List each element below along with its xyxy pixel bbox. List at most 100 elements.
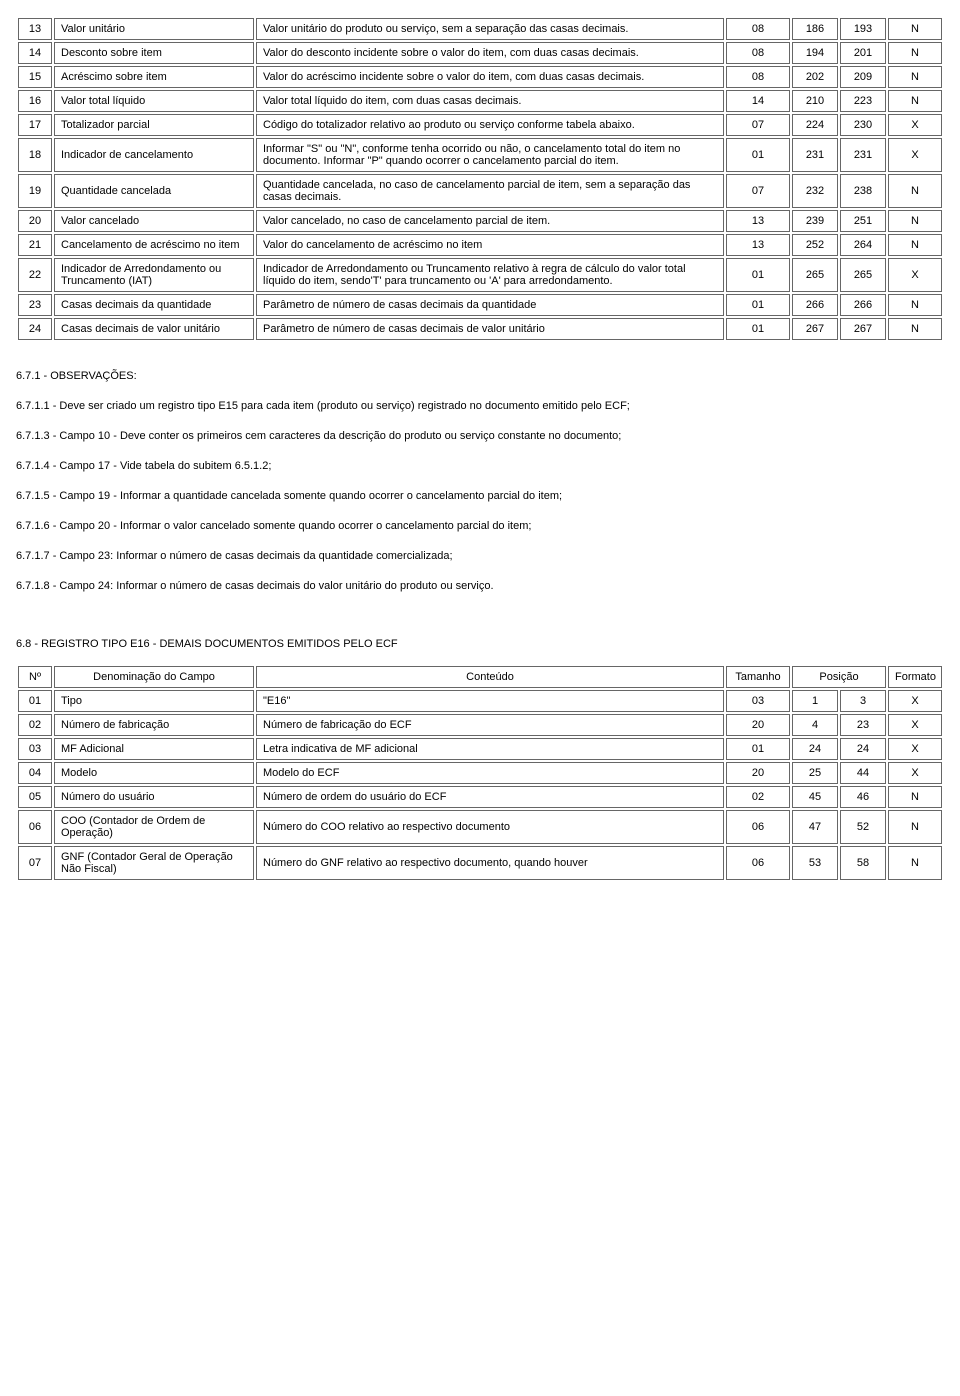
table-cell: N — [888, 234, 942, 256]
table-cell: 267 — [792, 318, 838, 340]
table-cell: 265 — [792, 258, 838, 292]
table-cell: Acréscimo sobre item — [54, 66, 254, 88]
table-cell: N — [888, 42, 942, 64]
table-cell: N — [888, 90, 942, 112]
table-cell: 210 — [792, 90, 838, 112]
table-cell: 04 — [18, 762, 52, 784]
table-cell: 266 — [840, 294, 886, 316]
table-cell: 06 — [726, 846, 790, 880]
table-cell: Número do COO relativo ao respectivo doc… — [256, 810, 724, 844]
table-cell: 202 — [792, 66, 838, 88]
table-cell: 07 — [726, 174, 790, 208]
observation-item: 6.7.1.4 - Campo 17 - Vide tabela do subi… — [16, 460, 944, 472]
table-cell: 14 — [18, 42, 52, 64]
table-cell: Valor do acréscimo incidente sobre o val… — [256, 66, 724, 88]
observation-item: 6.7.1.8 - Campo 24: Informar o número de… — [16, 580, 944, 592]
table-cell: Modelo — [54, 762, 254, 784]
table-row: 04ModeloModelo do ECF202544X — [18, 762, 942, 784]
table-row: 03MF AdicionalLetra indicativa de MF adi… — [18, 738, 942, 760]
table-row: 22Indicador de Arredondamento ou Truncam… — [18, 258, 942, 292]
table-cell: 20 — [18, 210, 52, 232]
observation-item: 6.7.1.6 - Campo 20 - Informar o valor ca… — [16, 520, 944, 532]
section-e16-title: 6.8 - REGISTRO TIPO E16 - DEMAIS DOCUMEN… — [16, 638, 944, 650]
table-cell: 231 — [792, 138, 838, 172]
table-cell: 267 — [840, 318, 886, 340]
table-cell: Valor unitário do produto ou serviço, se… — [256, 18, 724, 40]
table-cell: Indicador de Arredondamento ou Truncamen… — [256, 258, 724, 292]
table-cell: X — [888, 738, 942, 760]
observation-item: 6.7.1.3 - Campo 10 - Deve conter os prim… — [16, 430, 944, 442]
table-cell: Valor cancelado, no caso de cancelamento… — [256, 210, 724, 232]
table-cell: Totalizador parcial — [54, 114, 254, 136]
observation-item: 6.7.1.7 - Campo 23: Informar o número de… — [16, 550, 944, 562]
observations-section: 6.7.1 - OBSERVAÇÕES: 6.7.1.1 - Deve ser … — [16, 370, 944, 592]
table-cell: Valor do cancelamento de acréscimo no it… — [256, 234, 724, 256]
table-cell: Modelo do ECF — [256, 762, 724, 784]
table-cell: 01 — [726, 294, 790, 316]
table-cell: 21 — [18, 234, 52, 256]
table-cell: 251 — [840, 210, 886, 232]
table-cell: 01 — [726, 258, 790, 292]
header-conteudo: Conteúdo — [256, 666, 724, 688]
table-cell: 02 — [726, 786, 790, 808]
table-cell: 4 — [792, 714, 838, 736]
table-cell: X — [888, 714, 942, 736]
table-cell: Valor total líquido do item, com duas ca… — [256, 90, 724, 112]
table-cell: Valor total líquido — [54, 90, 254, 112]
table-cell: Número do GNF relativo ao respectivo doc… — [256, 846, 724, 880]
table-cell: 05 — [18, 786, 52, 808]
table-cell: 20 — [726, 762, 790, 784]
table-cell: 201 — [840, 42, 886, 64]
table-cell: 23 — [840, 714, 886, 736]
table-cell: 58 — [840, 846, 886, 880]
header-fmt: Formato — [888, 666, 942, 688]
table-cell: X — [888, 762, 942, 784]
table-row: 02Número de fabricaçãoNúmero de fabricaç… — [18, 714, 942, 736]
table-cell: 232 — [792, 174, 838, 208]
table-cell: 53 — [792, 846, 838, 880]
table-cell: 209 — [840, 66, 886, 88]
table-cell: 08 — [726, 66, 790, 88]
table-cell: 252 — [792, 234, 838, 256]
table-cell: Número de fabricação do ECF — [256, 714, 724, 736]
table-cell: 194 — [792, 42, 838, 64]
table-cell: N — [888, 846, 942, 880]
table-cell: "E16" — [256, 690, 724, 712]
table-cell: 13 — [18, 18, 52, 40]
table-cell: N — [888, 786, 942, 808]
observation-item: 6.7.1.1 - Deve ser criado um registro ti… — [16, 400, 944, 412]
table-cell: 13 — [726, 234, 790, 256]
table-cell: 44 — [840, 762, 886, 784]
e16-header-row: Nº Denominação do Campo Conteúdo Tamanho… — [18, 666, 942, 688]
table-cell: Número de fabricação — [54, 714, 254, 736]
table-cell: 3 — [840, 690, 886, 712]
table-cell: Casas decimais da quantidade — [54, 294, 254, 316]
table-cell: 13 — [726, 210, 790, 232]
table-cell: 224 — [792, 114, 838, 136]
table-cell: 25 — [792, 762, 838, 784]
table-cell: 17 — [18, 114, 52, 136]
table-cell: 239 — [792, 210, 838, 232]
table-cell: 24 — [792, 738, 838, 760]
header-denom: Denominação do Campo — [54, 666, 254, 688]
table-cell: 07 — [726, 114, 790, 136]
table-cell: MF Adicional — [54, 738, 254, 760]
table-cell: 06 — [18, 810, 52, 844]
table-cell: N — [888, 210, 942, 232]
table-cell: X — [888, 690, 942, 712]
table-row: 20Valor canceladoValor cancelado, no cas… — [18, 210, 942, 232]
table-row: 07GNF (Contador Geral de Operação Não Fi… — [18, 846, 942, 880]
table-cell: X — [888, 138, 942, 172]
table-cell: 01 — [18, 690, 52, 712]
table-cell: 01 — [726, 738, 790, 760]
table-cell: 47 — [792, 810, 838, 844]
table-cell: 231 — [840, 138, 886, 172]
table-cell: N — [888, 18, 942, 40]
table-cell: Desconto sobre item — [54, 42, 254, 64]
table-cell: Quantidade cancelada — [54, 174, 254, 208]
table-row: 06COO (Contador de Ordem de Operação)Núm… — [18, 810, 942, 844]
table-cell: 193 — [840, 18, 886, 40]
table-cell: 238 — [840, 174, 886, 208]
table-row: 18Indicador de cancelamentoInformar "S" … — [18, 138, 942, 172]
table-cell: 03 — [18, 738, 52, 760]
